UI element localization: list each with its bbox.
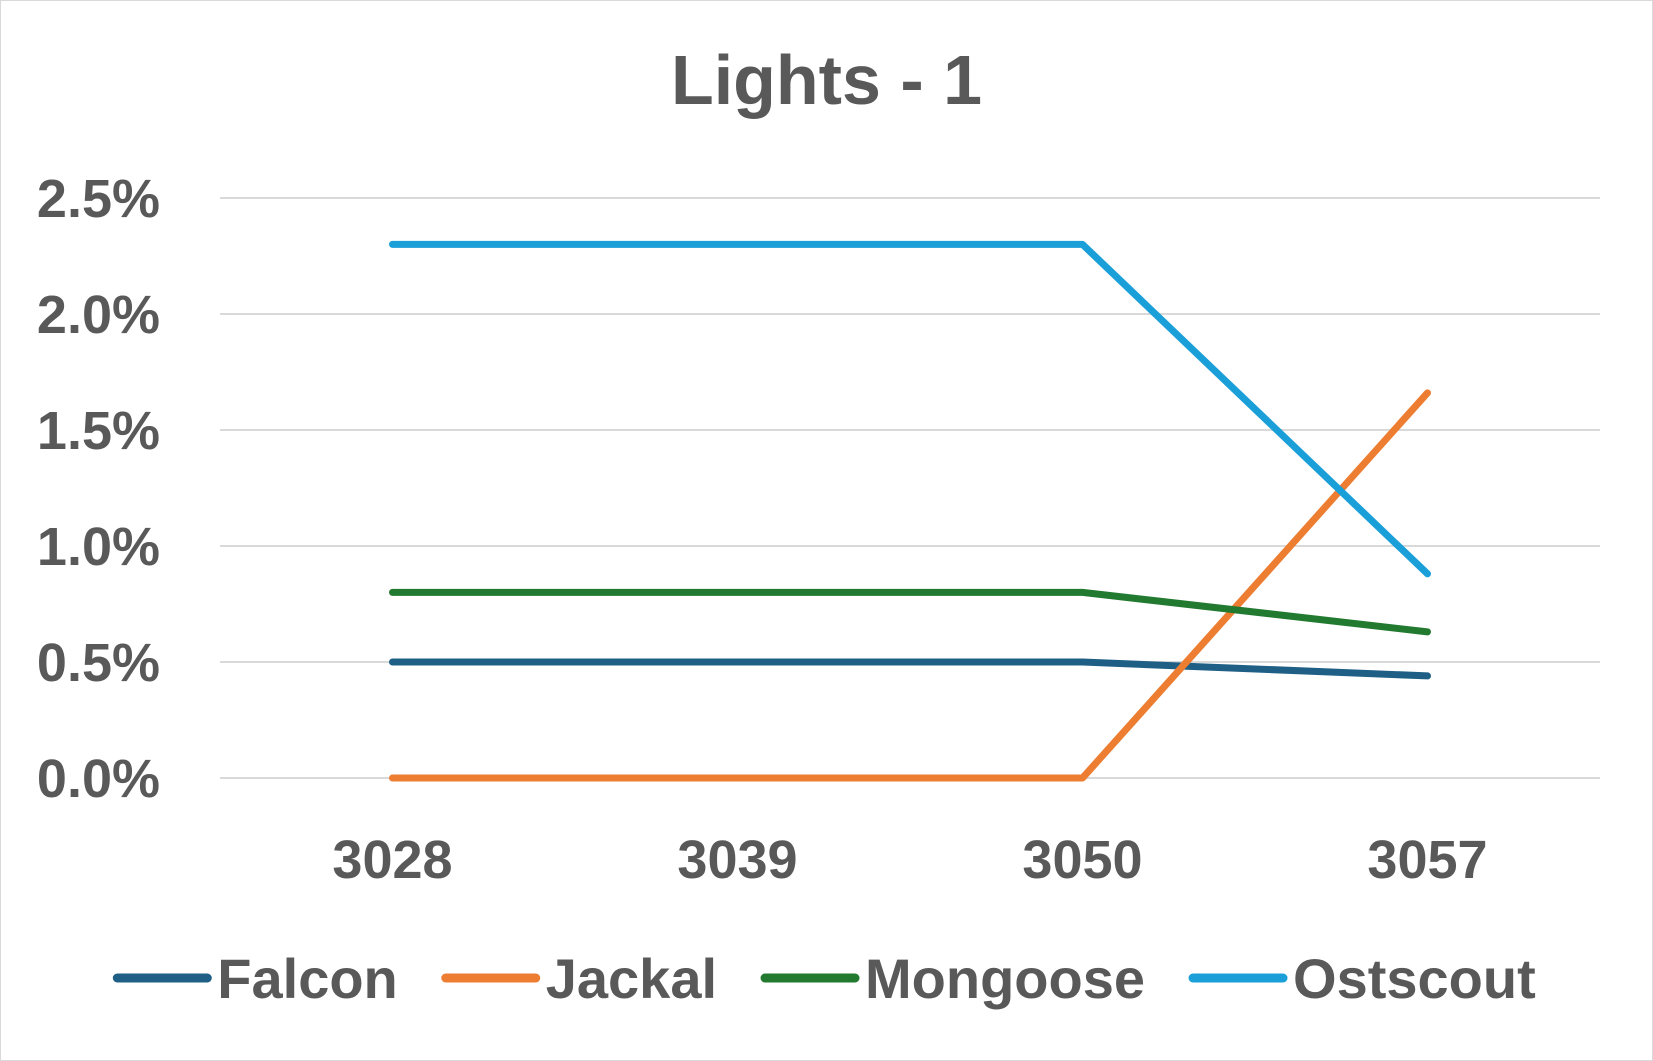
legend-label: Mongoose [865,947,1145,1010]
y-tick-label: 2.0% [37,285,160,345]
x-axis-ticks: 3028 3039 3050 3057 [332,830,1487,890]
legend-label: Ostscout [1293,947,1536,1010]
x-tick-label: 3057 [1367,830,1487,890]
y-axis-ticks: 0.0% 0.5% 1.0% 1.5% 2.0% 2.5% [37,169,160,809]
legend: Falcon Jackal Mongoose Ostscout [112,947,1536,1010]
legend-item-falcon: Falcon [112,947,398,1010]
legend-item-mongoose: Mongoose [760,947,1145,1010]
y-tick-label: 2.5% [37,169,160,229]
x-tick-label: 3039 [677,830,797,890]
legend-label: Falcon [217,947,397,1010]
y-tick-label: 1.0% [37,517,160,577]
legend-item-jackal: Jackal [441,947,717,1010]
series-line-jackal [389,389,1431,782]
y-tick-label: 0.5% [37,633,160,693]
series-line-ostscout [389,240,1431,578]
series-line-falcon [389,658,1431,680]
chart-title: Lights - 1 [670,41,983,119]
gridlines [220,197,1600,779]
y-tick-label: 1.5% [37,401,160,461]
legend-label: Jackal [546,947,717,1010]
y-tick-label: 0.0% [37,749,160,809]
x-tick-label: 3050 [1022,830,1142,890]
x-tick-label: 3028 [332,830,452,890]
series-lines [389,240,1431,782]
series-line-mongoose [389,588,1431,636]
legend-item-ostscout: Ostscout [1188,947,1536,1010]
